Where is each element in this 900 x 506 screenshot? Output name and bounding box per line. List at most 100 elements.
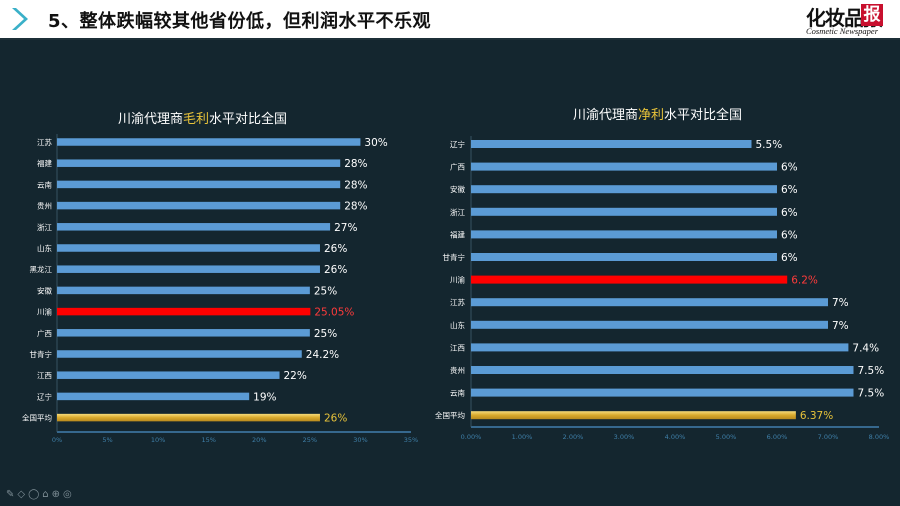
bar bbox=[471, 388, 854, 397]
data-label: 7.5% bbox=[858, 388, 885, 400]
chart-title-prefix: 川渝代理商 bbox=[573, 108, 639, 123]
category-label: 全国平均 bbox=[435, 410, 465, 420]
bar bbox=[57, 350, 302, 358]
category-label: 江苏 bbox=[37, 137, 52, 147]
chevron-right-icon bbox=[12, 8, 28, 30]
data-label: 30% bbox=[364, 137, 387, 149]
category-label: 江西 bbox=[37, 371, 52, 380]
bar bbox=[471, 343, 849, 352]
category-label: 川渝 bbox=[450, 275, 465, 285]
bar bbox=[471, 140, 752, 148]
category-label: 广西 bbox=[37, 328, 52, 338]
data-label: 7.4% bbox=[852, 342, 879, 354]
eraser-icon[interactable]: ◇ bbox=[17, 489, 29, 500]
chart-title-gross: 川渝代理商毛利水平对比全国 bbox=[118, 108, 287, 127]
chart-title-highlight: 毛利 bbox=[183, 112, 210, 127]
data-label: 6.2% bbox=[791, 275, 818, 287]
data-label: 24.2% bbox=[306, 349, 339, 361]
chart-title-suffix: 水平对比全国 bbox=[209, 112, 288, 127]
data-label: 26% bbox=[324, 243, 347, 255]
data-label: 5.5% bbox=[756, 139, 783, 151]
data-label: 6% bbox=[781, 162, 798, 174]
x-tick-label: 5.00% bbox=[716, 433, 737, 441]
bar bbox=[57, 307, 311, 316]
data-label: 26% bbox=[324, 413, 347, 425]
category-label: 黑龙江 bbox=[30, 264, 53, 274]
chart-title-highlight: 净利 bbox=[638, 108, 665, 123]
data-label: 25% bbox=[314, 328, 337, 340]
x-tick-label: 1.00% bbox=[512, 433, 533, 441]
bar bbox=[471, 366, 854, 374]
data-label: 6% bbox=[781, 229, 798, 241]
data-label: 7% bbox=[832, 320, 849, 332]
bar bbox=[471, 411, 796, 420]
category-label: 云南 bbox=[450, 388, 465, 398]
data-label: 7% bbox=[832, 297, 849, 309]
bar bbox=[57, 159, 341, 167]
data-label: 28% bbox=[344, 179, 367, 191]
category-label: 辽宁 bbox=[37, 391, 52, 401]
category-label: 安徽 bbox=[37, 285, 52, 295]
bar bbox=[471, 162, 777, 171]
category-label: 福建 bbox=[37, 158, 52, 168]
data-label: 26% bbox=[324, 264, 347, 276]
brand-logo: 化妆品报 报 Cosmetic Newspaper bbox=[806, 2, 886, 36]
pen-icon[interactable]: ✎ bbox=[6, 489, 18, 500]
bar bbox=[57, 201, 341, 210]
x-tick-label: 8.00% bbox=[869, 433, 890, 441]
bar bbox=[471, 230, 777, 239]
category-label: 福建 bbox=[450, 229, 465, 239]
data-label: 6% bbox=[781, 184, 798, 196]
bar bbox=[471, 253, 777, 261]
chart-title-suffix: 水平对比全国 bbox=[664, 108, 743, 123]
category-label: 浙江 bbox=[450, 207, 465, 217]
x-tick-label: 20% bbox=[252, 436, 266, 444]
category-label: 安徽 bbox=[450, 184, 465, 194]
pointer-icon[interactable]: ◯ bbox=[28, 489, 43, 500]
bar bbox=[471, 298, 828, 307]
category-label: 贵州 bbox=[37, 201, 52, 211]
slide-title: 5、整体跌幅较其他省份低，但利润水平不乐观 bbox=[48, 11, 432, 32]
x-tick-label: 2.00% bbox=[563, 433, 584, 441]
data-label: 25% bbox=[314, 285, 337, 297]
category-label: 辽宁 bbox=[450, 139, 465, 149]
bar bbox=[57, 413, 320, 422]
presentation-toolbar[interactable]: ✎◇◯⌂⊕◎ bbox=[6, 489, 75, 500]
header-divider bbox=[0, 38, 900, 40]
logo-subtext: Cosmetic Newspaper bbox=[806, 26, 879, 36]
x-tick-label: 7.00% bbox=[818, 433, 839, 441]
chart-title-prefix: 川渝代理商 bbox=[118, 112, 184, 127]
bar bbox=[471, 185, 777, 194]
data-label: 25.05% bbox=[314, 307, 354, 319]
data-label: 19% bbox=[253, 391, 276, 403]
bar bbox=[57, 223, 331, 231]
category-label: 浙江 bbox=[37, 222, 52, 232]
bar bbox=[57, 265, 320, 273]
data-label: 7.5% bbox=[858, 365, 885, 377]
category-label: 江苏 bbox=[450, 297, 465, 307]
bar bbox=[57, 180, 341, 189]
data-label: 6% bbox=[781, 207, 798, 219]
bar bbox=[57, 371, 280, 379]
category-label: 江西 bbox=[450, 343, 465, 352]
settings-icon[interactable]: ◎ bbox=[63, 489, 75, 500]
bar bbox=[57, 329, 310, 337]
bar bbox=[57, 392, 250, 401]
x-tick-label: 0% bbox=[52, 436, 62, 444]
category-label: 川渝 bbox=[37, 307, 52, 317]
bar bbox=[57, 244, 320, 252]
bar bbox=[57, 286, 310, 295]
data-label: 27% bbox=[334, 222, 357, 234]
data-label: 28% bbox=[344, 201, 367, 213]
x-tick-label: 6.00% bbox=[767, 433, 788, 441]
data-label: 6% bbox=[781, 252, 798, 264]
category-label: 山东 bbox=[37, 243, 52, 253]
x-tick-label: 30% bbox=[353, 436, 367, 444]
x-tick-label: 25% bbox=[303, 436, 317, 444]
zoom-icon[interactable]: ⊕ bbox=[51, 489, 64, 500]
x-tick-label: 3.00% bbox=[614, 433, 635, 441]
highlighter-icon[interactable]: ⌂ bbox=[42, 489, 52, 500]
data-label: 6.37% bbox=[800, 410, 833, 422]
bar bbox=[57, 138, 361, 146]
